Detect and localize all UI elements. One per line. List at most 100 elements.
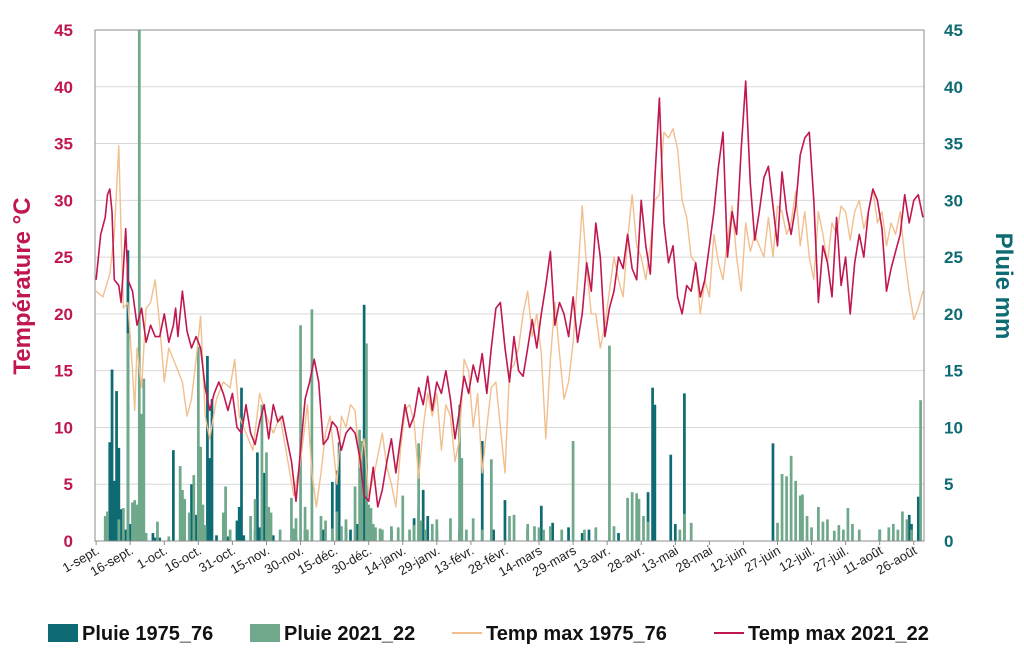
- rain-bar: [810, 527, 813, 541]
- rain-bar: [587, 529, 591, 541]
- rain-bar: [210, 399, 214, 541]
- rain-bar: [896, 529, 900, 541]
- rain-bar: [349, 529, 352, 541]
- rain-bar: [235, 520, 239, 541]
- legend-swatch-rain-2021-22: [250, 624, 280, 642]
- rain-bar: [128, 523, 132, 541]
- rain-bar: [646, 492, 650, 541]
- rain-bar: [330, 481, 334, 541]
- rain-bar: [194, 514, 198, 541]
- rain-bar: [549, 526, 552, 541]
- rain-bar: [292, 528, 296, 541]
- rain-bar: [240, 387, 243, 541]
- rain-bar: [271, 535, 275, 541]
- rain-bar: [916, 496, 920, 541]
- plot-area-border: [94, 29, 925, 542]
- rain-bar: [201, 504, 205, 541]
- rain-bar: [412, 525, 416, 541]
- rain-bar: [891, 523, 895, 541]
- rain-bar: [907, 514, 911, 541]
- rain-bar: [817, 506, 820, 541]
- rain-bar: [324, 520, 327, 541]
- right-tick-label: 30: [944, 191, 963, 210]
- left-tick-label: 35: [54, 135, 73, 154]
- legend-label-temp-2021-22: Temp max 2021_22: [748, 623, 929, 645]
- rain-bar: [151, 533, 155, 541]
- rain-bar: [878, 529, 882, 541]
- legend-label-rain-1975-76: Pluie 1975_76: [82, 623, 213, 645]
- rain-bar: [203, 525, 207, 541]
- rain-bar: [171, 450, 175, 541]
- rain-bar: [267, 506, 271, 541]
- right-tick-label: 5: [944, 475, 953, 494]
- rain-bar: [262, 472, 266, 541]
- rain-bar: [669, 454, 673, 541]
- rain-bar: [337, 442, 341, 541]
- rain-bar: [340, 526, 343, 541]
- left-tick-label: 5: [64, 475, 73, 494]
- rain-bar: [199, 446, 202, 541]
- rain-bar: [837, 525, 841, 541]
- rain-bar: [594, 527, 598, 541]
- rain-bar: [637, 498, 641, 541]
- rain-bar: [178, 466, 182, 541]
- rain-bar: [226, 536, 230, 541]
- rain-bar: [458, 404, 461, 541]
- rain-bar: [258, 527, 262, 541]
- rain-bar: [449, 518, 452, 541]
- rain-bar: [537, 527, 541, 541]
- rain-bar: [206, 355, 209, 541]
- rain-bar: [826, 519, 829, 541]
- rain-bar: [901, 511, 904, 541]
- rain-bar: [144, 533, 148, 541]
- rain-bar: [367, 504, 371, 541]
- rain-bar: [408, 529, 411, 541]
- rain-bar: [167, 536, 171, 541]
- rain-bar: [269, 512, 273, 541]
- rain-bar: [110, 369, 114, 541]
- rain-bar: [464, 529, 468, 541]
- rain-bar: [353, 486, 357, 541]
- left-tick-label: 45: [54, 21, 73, 40]
- rain-bar: [365, 343, 368, 541]
- temperature-lines: [95, 80, 924, 508]
- left-tick-label: 25: [54, 248, 73, 267]
- rain-bar: [378, 528, 382, 541]
- left-tick-label: 40: [54, 78, 73, 97]
- rain-bar: [124, 529, 128, 541]
- rain-bar: [851, 523, 854, 541]
- rain-bar: [776, 522, 779, 541]
- rain-bar: [215, 535, 218, 541]
- rain-bar: [310, 309, 314, 541]
- rain-bar: [319, 516, 323, 541]
- rain-bar: [905, 519, 909, 541]
- rain-bar: [117, 447, 121, 541]
- rain-2021-22-bars: [103, 30, 922, 541]
- left-tick-label: 10: [54, 418, 73, 437]
- rain-bar: [533, 526, 536, 541]
- rain-bar: [560, 529, 564, 541]
- rain-bar: [355, 523, 359, 541]
- rain-bar: [798, 495, 802, 541]
- rain-bar: [419, 520, 423, 541]
- temp-max-2021-22-line: [95, 80, 924, 508]
- rain-bar: [228, 529, 232, 541]
- rain-bar: [646, 521, 650, 541]
- rain-bar: [321, 529, 325, 541]
- rain-bar: [542, 529, 545, 541]
- rain-bar: [108, 442, 112, 541]
- left-axis-tick-labels: 0 5 10 15 20 25 30 35 40 45: [54, 21, 73, 551]
- rain-bar: [635, 493, 639, 541]
- rain-bar: [785, 476, 788, 541]
- rain-bar: [608, 345, 611, 541]
- rain-bar: [580, 533, 584, 541]
- right-axis-title: Pluie mm: [990, 233, 1017, 340]
- left-axis-title: Température °C: [9, 197, 36, 374]
- rain-bar: [158, 537, 162, 541]
- rain-bar: [460, 458, 464, 541]
- rain-bar: [551, 522, 555, 541]
- rain-bar: [126, 333, 130, 541]
- rain-bar: [396, 527, 400, 541]
- legend-label-rain-2021-22: Pluie 2021_22: [284, 623, 415, 645]
